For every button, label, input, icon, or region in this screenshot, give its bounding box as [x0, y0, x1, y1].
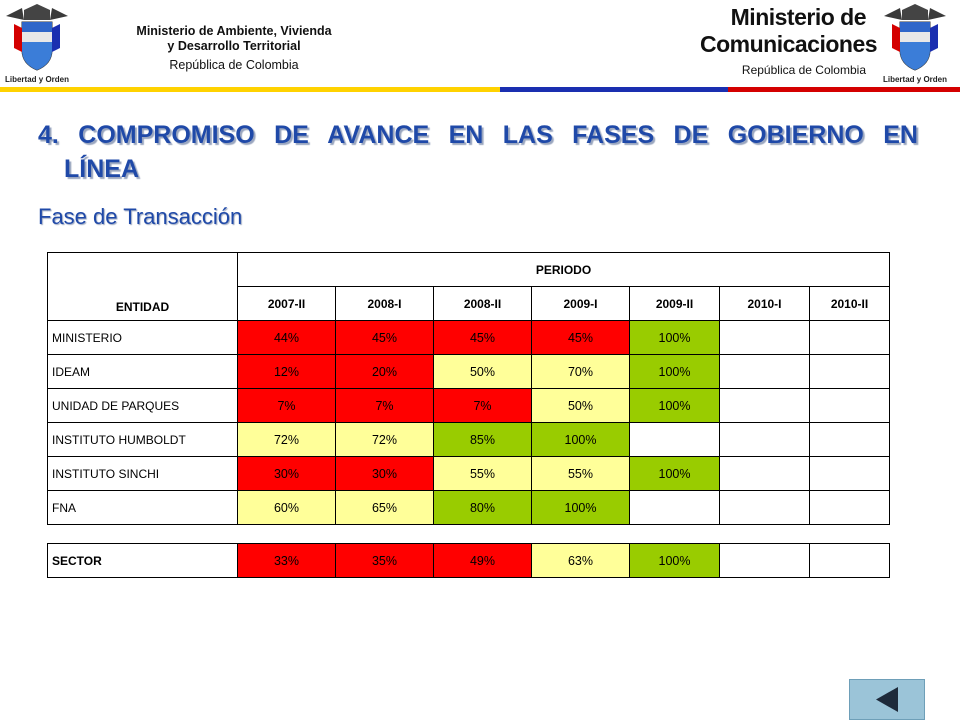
progress-value-cell: 55% — [531, 456, 630, 491]
back-button[interactable] — [849, 679, 925, 720]
progress-value-cell: 12% — [237, 354, 336, 389]
period-header: PERIODO — [237, 252, 890, 287]
progress-value-cell: 100% — [531, 490, 630, 525]
crest-motto-right: Libertad y Orden — [882, 75, 947, 84]
progress-value-cell: 80% — [433, 490, 532, 525]
period-col-header: 2007-II — [237, 286, 336, 321]
progress-value-cell: 20% — [335, 354, 434, 389]
progress-value-cell: 7% — [237, 388, 336, 423]
ministry-ambiente-block: Ministerio de Ambiente, Vivienda y Desar… — [100, 24, 368, 72]
progress-value-cell: 100% — [531, 422, 630, 457]
entity-header: ENTIDAD — [47, 252, 238, 321]
progress-value-cell: 45% — [335, 320, 434, 355]
progress-value-cell: 100% — [629, 320, 720, 355]
ministry-comunicaciones-line2: Comunicaciones — [700, 31, 878, 57]
period-col-header: 2010-I — [719, 286, 810, 321]
flag-stripe-blue — [500, 87, 728, 92]
ministry-comunicaciones-block: Ministerio de Comunicaciones República d… — [700, 4, 878, 77]
progress-value-cell: 100% — [629, 456, 720, 491]
page-title-line2: LÍNEA — [64, 155, 139, 183]
period-col-header: 2008-I — [335, 286, 434, 321]
period-col-header: 2009-I — [531, 286, 630, 321]
progress-value-cell: 72% — [335, 422, 434, 457]
progress-value-cell — [809, 422, 890, 457]
ministry-ambiente-line1: Ministerio de Ambiente, Vivienda — [136, 24, 332, 38]
progress-value-cell — [809, 490, 890, 525]
progress-value-cell — [809, 354, 890, 389]
entity-name-cell: IDEAM — [47, 354, 238, 389]
progress-value-cell — [719, 354, 810, 389]
progress-value-cell: 55% — [433, 456, 532, 491]
sector-row: SECTOR 33% 35% 49% 63% 100% — [47, 543, 890, 578]
progress-value-cell: 65% — [335, 490, 434, 525]
progress-value-cell: 60% — [237, 490, 336, 525]
progress-value-cell: 33% — [237, 543, 336, 578]
flag-stripe-red — [728, 87, 960, 92]
progress-value-cell: 50% — [433, 354, 532, 389]
progress-value-cell: 100% — [629, 388, 720, 423]
entity-name-cell: INSTITUTO HUMBOLDT — [47, 422, 238, 457]
ministry-comunicaciones-line1: Ministerio de — [730, 4, 867, 30]
section-subtitle: Fase de Transacción — [38, 204, 243, 229]
table-row: INSTITUTO SINCHI 30% 30% 55% 55% 100% — [47, 456, 890, 491]
progress-value-cell: 100% — [629, 543, 720, 578]
entity-name-cell: MINISTERIO — [47, 320, 238, 355]
progress-value-cell: 49% — [433, 543, 532, 578]
crest-motto-left: Libertad y Orden — [4, 75, 69, 84]
table-row: UNIDAD DE PARQUES 7% 7% 7% 50% 100% — [47, 388, 890, 423]
progress-value-cell — [809, 388, 890, 423]
table-row: MINISTERIO 44% 45% 45% 45% 100% — [47, 320, 890, 355]
progress-value-cell: 85% — [433, 422, 532, 457]
entity-name-cell: UNIDAD DE PARQUES — [47, 388, 238, 423]
entity-name-cell: FNA — [47, 490, 238, 525]
page-header: Libertad y Orden Ministerio de Ambiente,… — [0, 0, 960, 95]
table-row: IDEAM 12% 20% 50% 70% 100% — [47, 354, 890, 389]
progress-value-cell: 72% — [237, 422, 336, 457]
entity-name-cell: INSTITUTO SINCHI — [47, 456, 238, 491]
flag-stripe-yellow — [0, 87, 500, 92]
page-title-line1: 4. COMPROMISO DE AVANCE EN LAS FASES DE … — [38, 121, 918, 149]
ministry-ambiente-country: República de Colombia — [169, 58, 299, 72]
progress-value-cell — [719, 388, 810, 423]
progress-value-cell — [809, 320, 890, 355]
ministry-comunicaciones-country: República de Colombia — [741, 63, 866, 77]
progress-value-cell: 100% — [629, 354, 720, 389]
progress-value-cell — [719, 422, 810, 457]
table-row: INSTITUTO HUMBOLDT 72% 72% 85% 100% — [47, 422, 890, 457]
colombia-crest-right: Libertad y Orden — [882, 2, 948, 84]
table-row: FNA 60% 65% 80% 100% — [47, 490, 890, 525]
progress-value-cell — [629, 422, 720, 457]
progress-value-cell: 70% — [531, 354, 630, 389]
progress-value-cell: 63% — [531, 543, 630, 578]
progress-value-cell: 7% — [335, 388, 434, 423]
period-col-header: 2008-II — [433, 286, 532, 321]
progress-value-cell — [719, 320, 810, 355]
progress-value-cell: 30% — [335, 456, 434, 491]
sector-table: SECTOR 33% 35% 49% 63% 100% — [47, 543, 890, 578]
colombia-crest-left: Libertad y Orden — [4, 2, 70, 84]
progress-value-cell — [809, 543, 890, 578]
triangle-left-icon — [876, 687, 898, 712]
progress-value-cell: 50% — [531, 388, 630, 423]
progress-value-cell — [809, 456, 890, 491]
progress-value-cell: 45% — [531, 320, 630, 355]
period-col-header: 2009-II — [629, 286, 720, 321]
progress-value-cell — [629, 490, 720, 525]
progress-value-cell: 44% — [237, 320, 336, 355]
progress-value-cell — [719, 490, 810, 525]
progress-value-cell: 7% — [433, 388, 532, 423]
progress-value-cell: 45% — [433, 320, 532, 355]
ministry-ambiente-line2: y Desarrollo Territorial — [167, 39, 301, 53]
period-col-header: 2010-II — [809, 286, 890, 321]
progress-table: ENTIDAD PERIODO 2007-II 2008-I 2008-II 2… — [47, 252, 890, 525]
progress-value-cell — [719, 543, 810, 578]
progress-value-cell: 30% — [237, 456, 336, 491]
progress-value-cell — [719, 456, 810, 491]
page-title: 4. COMPROMISO DE AVANCE EN LAS FASES DE … — [38, 118, 918, 186]
progress-value-cell: 35% — [335, 543, 434, 578]
entity-name-cell: SECTOR — [47, 543, 238, 578]
